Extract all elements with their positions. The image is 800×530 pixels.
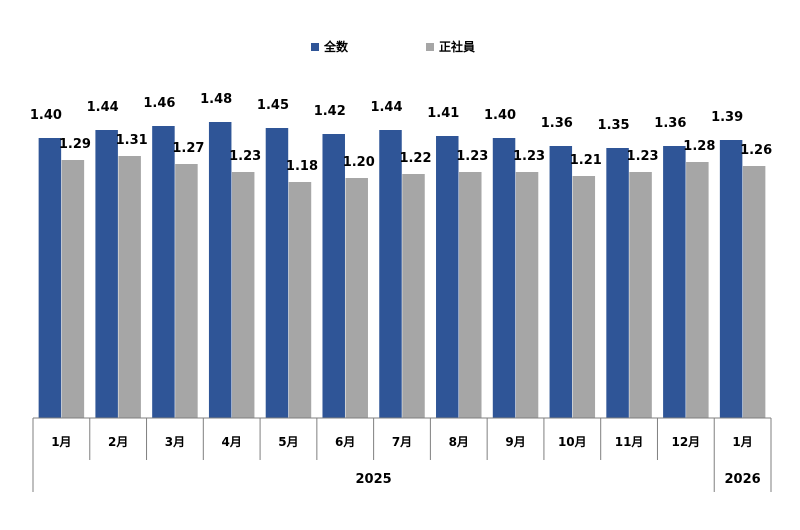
value-label-total: 1.45 xyxy=(257,98,289,113)
category-tick-label: 4月 xyxy=(222,435,242,449)
bar-total xyxy=(265,128,289,418)
bar-regular xyxy=(572,176,596,418)
bar-regular xyxy=(288,182,312,418)
bar-total xyxy=(379,130,402,418)
bar-regular xyxy=(61,160,85,418)
value-label-regular: 1.28 xyxy=(683,139,715,154)
bar-total xyxy=(719,140,743,418)
bar-regular xyxy=(686,162,709,418)
value-label-regular: 1.22 xyxy=(399,151,431,166)
bar-total xyxy=(492,138,516,418)
category-tick-label: 2月 xyxy=(108,435,128,449)
bar-regular xyxy=(629,172,652,418)
category-tick-label: 3月 xyxy=(165,435,185,449)
bar-total xyxy=(208,122,232,418)
value-label-total: 1.44 xyxy=(87,100,119,115)
bar-regular xyxy=(515,172,539,418)
category-tick-label: 10月 xyxy=(558,435,587,449)
bar-regular xyxy=(231,172,255,418)
group-label: 2025 xyxy=(356,472,392,487)
bar-total xyxy=(549,146,573,418)
bar-total xyxy=(38,138,62,418)
value-label-regular: 1.31 xyxy=(116,133,148,148)
bar-regular xyxy=(402,174,425,418)
category-tick-label: 7月 xyxy=(392,435,412,449)
bars-layer xyxy=(38,122,766,418)
value-label-total: 1.40 xyxy=(484,108,516,123)
legend: 全数 正社員 xyxy=(311,39,475,54)
bar-total xyxy=(322,134,345,418)
category-tick-label: 11月 xyxy=(615,435,644,449)
bar-total xyxy=(152,126,175,418)
category-tick-label: 1月 xyxy=(51,435,71,449)
legend-swatch-regular xyxy=(426,43,434,51)
group-label: 2026 xyxy=(725,472,761,487)
value-labels-layer: 1.40 1.29 1.44 1.31 1.46 1.27 1.48 1.23 1.45 1.18… xyxy=(30,92,772,174)
value-label-total: 1.39 xyxy=(711,110,743,125)
legend-swatch-total xyxy=(311,43,319,51)
value-label-regular: 1.26 xyxy=(740,143,772,158)
value-label-regular: 1.23 xyxy=(513,149,545,164)
legend-label-regular: 正社員 xyxy=(439,39,475,54)
value-label-total: 1.35 xyxy=(598,118,630,133)
value-label-total: 1.48 xyxy=(200,92,232,107)
category-tick-label: 5月 xyxy=(278,435,298,449)
value-label-total: 1.36 xyxy=(541,116,573,131)
bar-regular xyxy=(345,178,368,418)
bar-total xyxy=(663,146,686,418)
category-tick-label: 12月 xyxy=(671,435,700,449)
value-label-regular: 1.20 xyxy=(343,155,375,170)
category-tick-label: 9月 xyxy=(505,435,525,449)
bar-regular xyxy=(118,156,141,418)
bar-total xyxy=(436,136,459,418)
bar-regular xyxy=(459,172,482,418)
bar-total xyxy=(95,130,118,418)
category-tick-label: 6月 xyxy=(335,435,355,449)
value-label-total: 1.44 xyxy=(370,100,402,115)
bar-total xyxy=(606,148,629,418)
value-label-regular: 1.23 xyxy=(627,149,659,164)
value-label-total: 1.41 xyxy=(427,106,459,121)
value-label-regular: 1.27 xyxy=(172,141,204,156)
value-label-total: 1.36 xyxy=(654,116,686,131)
category-tick-label: 1月 xyxy=(732,435,752,449)
category-tick-label: 8月 xyxy=(449,435,469,449)
value-label-regular: 1.29 xyxy=(59,137,91,152)
category-axis: 1月 2月 3月 4月 5月 6月 7月 8月 9月 10月 11月 12月 1月 2025 2026 xyxy=(32,417,772,492)
value-label-regular: 1.23 xyxy=(229,149,261,164)
bar-regular xyxy=(175,164,198,418)
bar-regular xyxy=(742,166,766,418)
legend-label-total: 全数 xyxy=(323,39,349,54)
value-label-regular: 1.23 xyxy=(456,149,488,164)
value-label-total: 1.46 xyxy=(143,96,175,111)
value-label-regular: 1.21 xyxy=(570,153,602,168)
value-label-regular: 1.18 xyxy=(286,159,318,174)
value-label-total: 1.42 xyxy=(314,104,346,119)
value-label-total: 1.40 xyxy=(30,108,62,123)
